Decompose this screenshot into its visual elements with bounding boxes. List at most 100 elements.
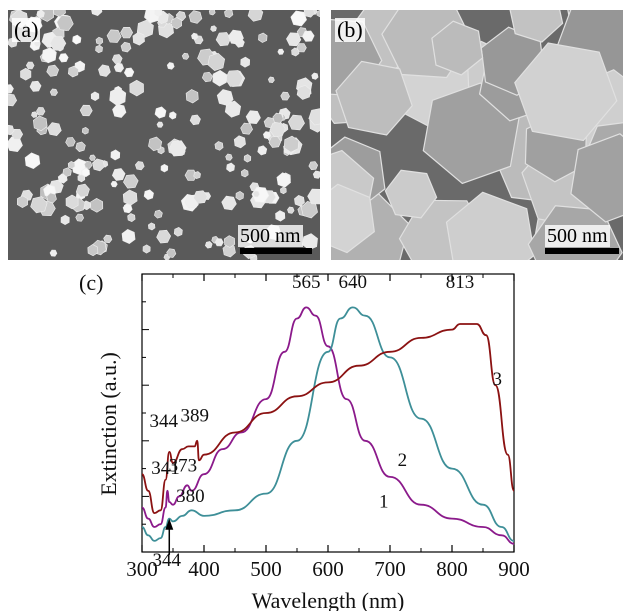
annotation-label: 3 [493,369,503,390]
nanoparticle [110,180,118,188]
nanoparticle [258,32,268,43]
nanoparticle [166,248,177,258]
nanoparticle [168,140,187,157]
nanoparticle [32,115,48,132]
nanoparticle [65,137,76,147]
nanoparticle [223,235,236,248]
nanoparticle [81,127,89,135]
nanoparticle [276,172,291,188]
nanoparticle [53,10,66,18]
nanoparticle [65,194,79,210]
nanoparticle [156,229,172,244]
nanoparticle [160,163,169,173]
nanoparticle [287,206,295,214]
nanoparticle [113,62,125,73]
nanoparticle [20,67,32,81]
sem-micrograph-b [331,10,623,260]
nanoparticle [112,103,127,118]
nanoparticle [191,32,199,40]
panel-label-c: (c) [79,270,103,295]
nanoparticle [103,234,113,244]
nanoparticle [207,52,226,71]
nanoplate [445,191,536,260]
nanoparticle [62,167,72,178]
series-line-2 [141,306,515,542]
nanoparticle [247,10,264,22]
nanoparticle [240,169,249,178]
nanoparticle [75,213,85,222]
nanoparticle [224,70,244,87]
nanoparticle [89,154,96,161]
nanoparticle [283,135,300,153]
annotation-label: 2 [398,450,408,471]
nanoplate [570,133,623,223]
series-line-1 [141,306,515,545]
nanoparticle [120,26,134,39]
nanoparticle [307,188,320,205]
nanoparticle [210,25,217,32]
nanoparticle [166,62,175,70]
nanoparticle [245,110,261,125]
nanoparticle [154,209,163,219]
sem-image-hexagonal-nanoplates-small: (a) 500 nm [8,10,320,260]
nanoparticle [90,91,100,101]
nanoparticle [123,67,135,78]
nanoparticle [47,122,62,137]
annotation-label: 389 [180,405,209,426]
nanoparticle [214,141,224,151]
nanoplate [331,183,375,254]
nanoparticle [296,43,307,53]
nanoparticle [92,158,105,172]
nanoparticle [189,114,201,126]
nanoparticle [280,186,287,195]
nanoparticle [212,70,228,87]
nanoparticle [8,93,18,107]
chart-series [141,306,515,545]
nanoparticle [60,214,70,226]
nanoparticle [75,141,86,152]
nanoparticle [286,32,302,47]
nanoparticle [303,10,315,18]
x-tick-label: 300 [126,557,158,581]
nanoparticle [193,190,208,204]
nanoparticle [67,65,79,78]
nanoplate [509,10,564,43]
scale-bar-label-a: 500 nm [238,225,303,247]
x-tick-label: 400 [188,557,220,581]
nanoparticle [90,198,104,213]
nanoparticle [221,195,237,211]
nanoparticle [208,10,216,16]
nanoparticle [311,72,319,80]
nanoparticle [243,154,252,163]
nanoparticle [109,87,127,106]
nanoparticle [252,190,260,198]
y-axis-label: Extinction (a.u.) [96,352,121,496]
nanoparticle [24,152,41,170]
nanoparticle [222,243,236,258]
nanoparticle [98,64,111,77]
series-line-3 [141,323,515,515]
annotation-label: 565 [292,272,321,293]
nanoparticle [46,64,60,77]
nanoparticle [277,48,285,55]
nanoparticle [262,131,272,140]
nanoparticle [143,189,154,200]
nanoparticle [95,44,103,54]
x-axis-label: Wavelength (nm) [252,588,405,611]
nanoparticle [216,89,234,106]
annotation-label: 341 [151,458,180,479]
nanoparticle [79,104,93,117]
nanoparticle [129,79,144,97]
nanoparticle [30,196,48,214]
annotation-label: 813 [446,272,475,293]
x-tick-label: 500 [250,557,282,581]
nanoparticle [240,56,251,68]
x-tick-label: 900 [498,557,530,581]
nanoparticle [308,161,319,171]
nanoparticle [25,61,35,70]
nanoparticle [67,161,76,170]
nanoplate [384,169,438,219]
nanoparticle [171,17,183,30]
nanoparticle [257,145,268,156]
